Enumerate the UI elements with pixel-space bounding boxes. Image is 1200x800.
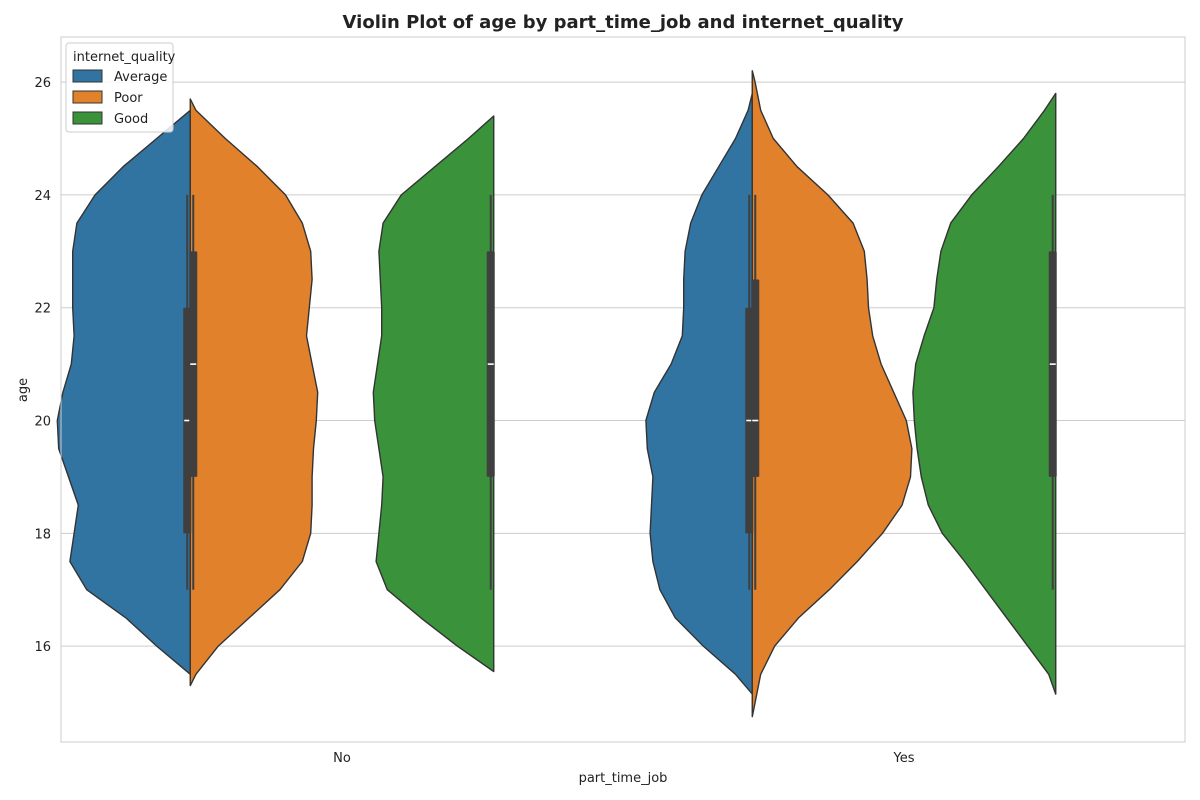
legend-title: internet_quality — [73, 50, 176, 65]
legend-label-poor: Poor — [114, 91, 143, 106]
legend-box — [65, 42, 174, 133]
x-tick-labels: No Yes — [333, 751, 915, 766]
legend-label-good: Good — [114, 112, 148, 127]
violin-good-no — [372, 115, 495, 673]
violin-good-yes — [912, 92, 1057, 695]
y-tick-label: 18 — [34, 527, 51, 542]
y-tick-labels: 16 18 20 22 24 26 — [34, 76, 51, 655]
violins — [56, 70, 1057, 718]
legend-label-average: Average — [114, 70, 167, 85]
inner-boxplots — [183, 194, 1057, 590]
iqr-box — [751, 279, 760, 477]
legend-swatch-average — [72, 69, 103, 83]
x-tick-label: No — [333, 751, 351, 766]
y-tick-label: 20 — [34, 415, 51, 430]
legend: internet_quality Average Poor Good — [65, 42, 176, 133]
violin-poor-no — [189, 98, 319, 687]
violin-average-yes — [645, 92, 753, 695]
y-axis-label: age — [16, 378, 31, 402]
violin-poor-yes — [751, 70, 913, 718]
violin-average-no — [56, 109, 191, 676]
y-tick-label: 26 — [34, 76, 51, 91]
legend-swatch-poor — [72, 90, 103, 104]
y-tick-label: 24 — [34, 189, 51, 204]
chart-title: Violin Plot of age by part_time_job and … — [343, 12, 904, 33]
x-axis-label: part_time_job — [579, 771, 668, 786]
plot-frame — [60, 36, 1186, 743]
y-tick-label: 22 — [34, 302, 51, 317]
x-tick-label: Yes — [893, 751, 915, 766]
y-tick-label: 16 — [34, 640, 51, 655]
legend-swatch-good — [72, 111, 103, 125]
